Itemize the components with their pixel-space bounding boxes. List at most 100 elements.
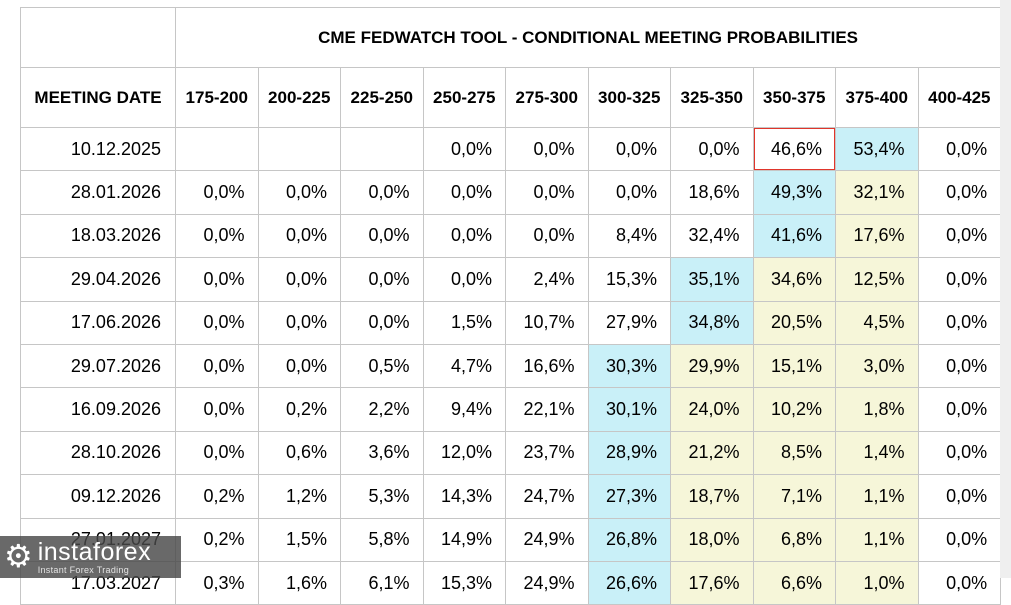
probability-cell: 24,9% <box>505 560 589 605</box>
probability-cell: 4,7% <box>422 343 506 389</box>
probability-cell: 5,3% <box>340 474 424 519</box>
probability-cell: 0,6% <box>257 430 341 476</box>
instaforex-gear-logo-icon: ⚙ <box>4 537 33 575</box>
probability-cell: 0,0% <box>505 213 589 259</box>
probability-cell: 4,5% <box>835 300 919 345</box>
table-title: CME FEDWATCH TOOL - CONDITIONAL MEETING … <box>174 7 1002 68</box>
fedwatch-probability-table: CME FEDWATCH TOOL - CONDITIONAL MEETING … <box>20 7 1002 605</box>
probability-cell: 0,0% <box>257 300 341 345</box>
probability-cell: 1,1% <box>835 517 919 562</box>
probability-cell: 0,0% <box>917 170 1002 215</box>
probability-cell: 0,0% <box>917 213 1002 259</box>
probability-cell: 7,1% <box>752 474 836 519</box>
probability-cell: 9,4% <box>422 387 506 432</box>
probability-cell: 15,1% <box>752 343 836 389</box>
probability-cell: 5,8% <box>340 517 424 562</box>
rate-range-header: 325-350 <box>670 67 754 128</box>
probability-cell: 0,3% <box>175 560 259 605</box>
probability-cell: 0,0% <box>917 560 1002 605</box>
probability-cell: 30,3% <box>587 343 671 389</box>
rate-range-header: 225-250 <box>340 67 424 128</box>
watermark-brand: instaforex <box>37 537 152 566</box>
probability-cell: 21,2% <box>670 430 754 476</box>
watermark-text: instaforex Instant Forex Trading <box>37 537 152 575</box>
table-row: 16.09.2026 0,0% 0,2% 2,2% 9,4% 22,1% 30,1% 24,0… <box>20 387 1002 432</box>
probability-cell: 18,7% <box>670 474 754 519</box>
probability-cell: 0,0% <box>175 257 259 302</box>
probability-cell <box>175 126 259 172</box>
probability-cell: 0,0% <box>257 257 341 302</box>
meeting-date-cell: 10.12.2025 <box>20 126 176 172</box>
rate-range-header: 350-375 <box>752 67 836 128</box>
probability-cell: 0,0% <box>587 126 671 172</box>
probability-cell: 10,2% <box>752 387 836 432</box>
probability-cell: 0,0% <box>422 257 506 302</box>
probability-cell: 26,6% <box>587 560 671 605</box>
header-row: MEETING DATE 175-200 200-225 225-250 250-275… <box>20 67 1002 128</box>
instaforex-watermark: ⚙ instaforex Instant Forex Trading <box>0 536 181 578</box>
table-row: 29.04.2026 0,0% 0,0% 0,0% 0,0% 2,4% 15,3% 35,1%… <box>20 257 1002 302</box>
table-row: 17.06.2026 0,0% 0,0% 0,0% 1,5% 10,7% 27,9% 34,8… <box>20 300 1002 345</box>
probability-cell: 0,0% <box>175 343 259 389</box>
probability-cell: 3,0% <box>835 343 919 389</box>
probability-cell: 12,0% <box>422 430 506 476</box>
meeting-date-cell: 18.03.2026 <box>20 213 176 259</box>
probability-cell: 6,8% <box>752 517 836 562</box>
corner-cell <box>20 7 176 68</box>
probability-cell: 0,0% <box>257 170 341 215</box>
probability-cell: 30,1% <box>587 387 671 432</box>
probability-cell: 1,2% <box>257 474 341 519</box>
rate-range-header: 375-400 <box>835 67 919 128</box>
probability-cell: 23,7% <box>505 430 589 476</box>
probability-cell: 0,0% <box>917 300 1002 345</box>
probability-cell: 18,0% <box>670 517 754 562</box>
probability-cell: 0,0% <box>505 126 589 172</box>
probability-cell: 0,0% <box>422 213 506 259</box>
probability-cell: 6,1% <box>340 560 424 605</box>
probability-cell: 26,8% <box>587 517 671 562</box>
probability-cell: 15,3% <box>587 257 671 302</box>
probability-cell: 0,0% <box>175 387 259 432</box>
probability-cell: 28,9% <box>587 430 671 476</box>
probability-cell: 0,0% <box>670 126 754 172</box>
probability-cell: 15,3% <box>422 560 506 605</box>
table-row: 09.12.2026 0,2% 1,2% 5,3% 14,3% 24,7% 27,3% 18,… <box>20 474 1002 519</box>
watermark-tagline: Instant Forex Trading <box>37 564 130 575</box>
right-margin-strip <box>1000 0 1011 578</box>
probability-cell: 0,0% <box>917 430 1002 476</box>
probability-cell: 24,0% <box>670 387 754 432</box>
title-row: CME FEDWATCH TOOL - CONDITIONAL MEETING … <box>20 7 1002 68</box>
probability-cell: 1,5% <box>257 517 341 562</box>
probability-cell: 6,6% <box>752 560 836 605</box>
probability-cell: 0,0% <box>505 170 589 215</box>
rate-range-header: 175-200 <box>175 67 259 128</box>
probability-cell: 0,0% <box>917 474 1002 519</box>
probability-cell: 22,1% <box>505 387 589 432</box>
probability-cell: 0,0% <box>587 170 671 215</box>
probability-cell: 53,4% <box>835 126 919 172</box>
probability-cell: 0,0% <box>917 387 1002 432</box>
probability-cell: 0,0% <box>175 213 259 259</box>
probability-cell: 35,1% <box>670 257 754 302</box>
probability-cell: 0,0% <box>175 300 259 345</box>
rate-range-header: 275-300 <box>505 67 589 128</box>
meeting-date-cell: 16.09.2026 <box>20 387 176 432</box>
probability-cell: 2,4% <box>505 257 589 302</box>
probability-cell: 0,0% <box>340 213 424 259</box>
meeting-date-cell: 29.07.2026 <box>20 343 176 389</box>
probability-cell: 0,0% <box>422 126 506 172</box>
probability-cell: 0,0% <box>917 343 1002 389</box>
meeting-date-cell: 28.10.2026 <box>20 430 176 476</box>
probability-cell: 46,6% <box>752 126 836 172</box>
probability-cell: 0,2% <box>257 387 341 432</box>
probability-cell: 3,6% <box>340 430 424 476</box>
probability-cell: 0,0% <box>340 257 424 302</box>
probability-cell: 49,3% <box>752 170 836 215</box>
probability-cell: 17,6% <box>670 560 754 605</box>
probability-cell: 0,0% <box>175 430 259 476</box>
meeting-date-cell: 28.01.2026 <box>20 170 176 215</box>
table-row: 10.12.2025 0,0% 0,0% 0,0% 0,0% 46,6% 53,4% 0,0% <box>20 126 1002 172</box>
probability-cell <box>257 126 341 172</box>
table-row: 28.01.2026 0,0% 0,0% 0,0% 0,0% 0,0% 0,0% 18,6% 4… <box>20 170 1002 215</box>
meeting-date-header: MEETING DATE <box>20 67 176 128</box>
